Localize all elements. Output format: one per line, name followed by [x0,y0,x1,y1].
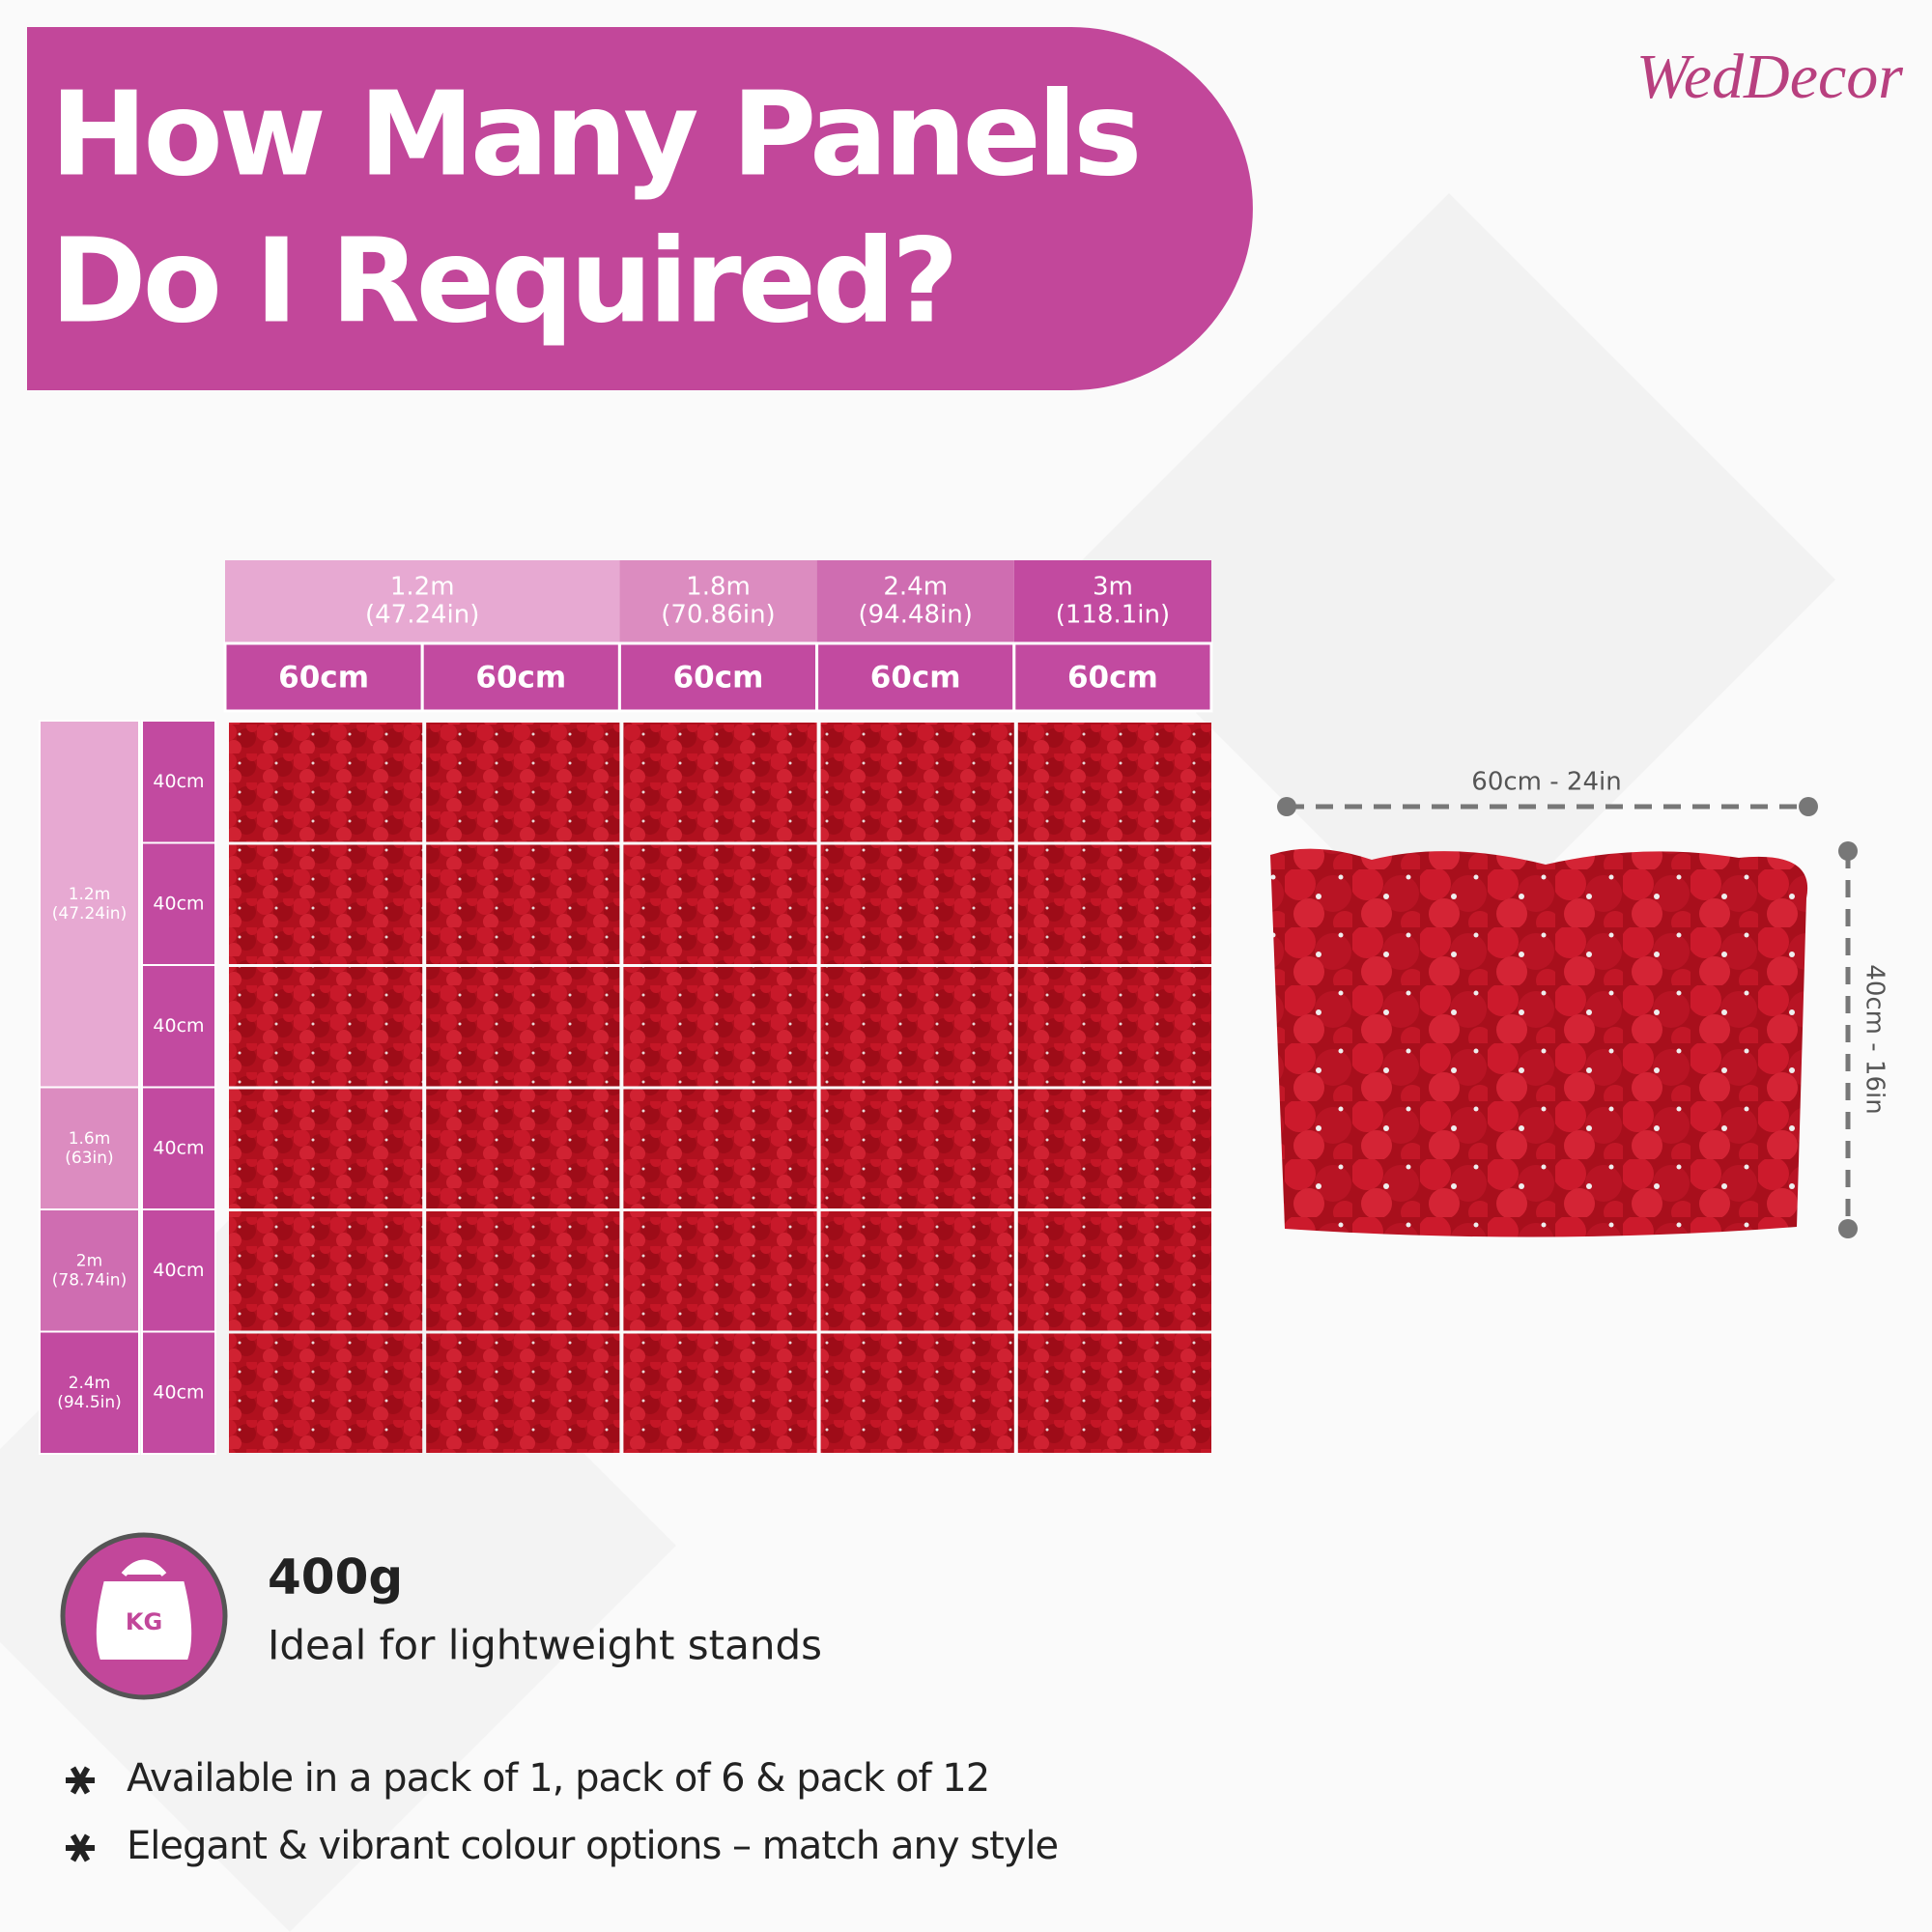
title-banner [27,27,1253,390]
flower-panel [229,1211,423,1331]
panel-height-cell [141,1330,216,1455]
flower-panel [623,1089,817,1208]
height-inches: (47.24in) [52,904,127,923]
flower-panel [426,1211,620,1331]
flower-panel [1017,723,1211,842]
flower-panel [229,844,423,964]
dot [1799,797,1818,816]
width-group-cell [225,560,620,643]
flower-panel [229,967,423,1087]
panel-width: 60cm [278,661,369,696]
height-label: 40cm - 16in [1861,964,1889,1114]
panel-photo [1270,848,1808,1237]
width-inches: (47.24in) [365,601,479,630]
panel-width-cell [1012,641,1213,713]
panel-width-cell [223,641,424,713]
panel-width-cell [420,641,621,713]
panel-width: 60cm [1067,661,1158,696]
height-group-cell [39,720,140,1089]
height-inches: (63in) [65,1149,113,1168]
title-line: Do I Required? [50,215,955,350]
flower-panel [229,1333,423,1453]
width-group-cell [1013,560,1211,643]
flower-panel [623,844,817,964]
flower-panel [623,723,817,842]
bullet-star [70,1833,91,1862]
width-label: 60cm - 24in [1471,768,1621,797]
width-size: 1.8m [686,573,751,602]
width-group-cell [619,560,817,643]
panel-width: 60cm [673,661,764,696]
flower-panel [820,967,1014,1087]
panel-height-cell [141,841,216,966]
flower-panel [1017,1333,1211,1453]
panel-height: 40cm [153,1015,204,1037]
weight-icon-label: KG [126,1608,162,1635]
flower-panel [1017,967,1211,1087]
height-size: 1.2m [69,885,111,904]
bullet-text: Elegant & vibrant colour options – match… [127,1824,1058,1868]
logo: WedDecor [1636,42,1903,112]
flower-panel [623,1333,817,1453]
title-line: How Many Panels [50,69,1138,203]
height-inches: (78.74in) [52,1270,127,1290]
width-size: 3m [1093,573,1133,602]
panel-height: 40cm [153,771,204,792]
panel-height: 40cm [153,893,204,914]
width-inches: (118.1in) [1056,601,1170,630]
flower-panel [820,1211,1014,1331]
flower-panel [426,723,620,842]
dot [1838,841,1858,861]
panel-height-cell [141,1208,216,1333]
height-group-cell [39,1330,140,1455]
flower-panel [623,967,817,1087]
width-size: 2.4m [883,573,948,602]
panel-width-cell [617,641,819,713]
flower-panel [426,844,620,964]
flower-panel [820,1089,1014,1208]
flower-panel [229,1089,423,1208]
flower-panel [1017,1211,1211,1331]
height-size: 2m [76,1251,102,1270]
width-inches: (94.48in) [858,601,972,630]
height-size: 1.6m [69,1129,111,1149]
width-group-cell [816,560,1014,643]
panel-height: 40cm [153,1260,204,1281]
weight-note: Ideal for lightweight stands [268,1622,822,1669]
panel-height-cell [141,720,216,844]
panel-height: 40cm [153,1137,204,1158]
flower-panel [623,1211,817,1331]
bg-diamond [1063,193,1835,966]
flower-panel [426,1089,620,1208]
flower-panel [229,723,423,842]
panel-width: 60cm [870,661,961,696]
height-inches: (94.5in) [57,1393,122,1412]
flower-panel [426,1333,620,1453]
flower-panel [820,1333,1014,1453]
flower-panel [820,723,1014,842]
width-inches: (70.86in) [661,601,775,630]
height-group-cell [39,1208,140,1333]
panel-height: 40cm [153,1381,204,1403]
weight-value: 400g [268,1549,403,1605]
flower-panel [820,844,1014,964]
bullet-star [70,1766,91,1795]
flower-panel [1017,844,1211,964]
panel-width-cell [815,641,1016,713]
height-group-cell [39,1086,140,1210]
height-size: 2.4m [69,1374,111,1393]
panel-width: 60cm [475,661,566,696]
bag-shape [96,1559,192,1660]
panel-height-cell [141,1086,216,1210]
flower-panel [426,967,620,1087]
bullet-text: Available in a pack of 1, pack of 6 & pa… [127,1756,989,1801]
dot [1277,797,1296,816]
panel-height-cell [141,964,216,1089]
flower-panel [1017,1089,1211,1208]
dot [1838,1219,1858,1238]
width-size: 1.2m [390,573,455,602]
